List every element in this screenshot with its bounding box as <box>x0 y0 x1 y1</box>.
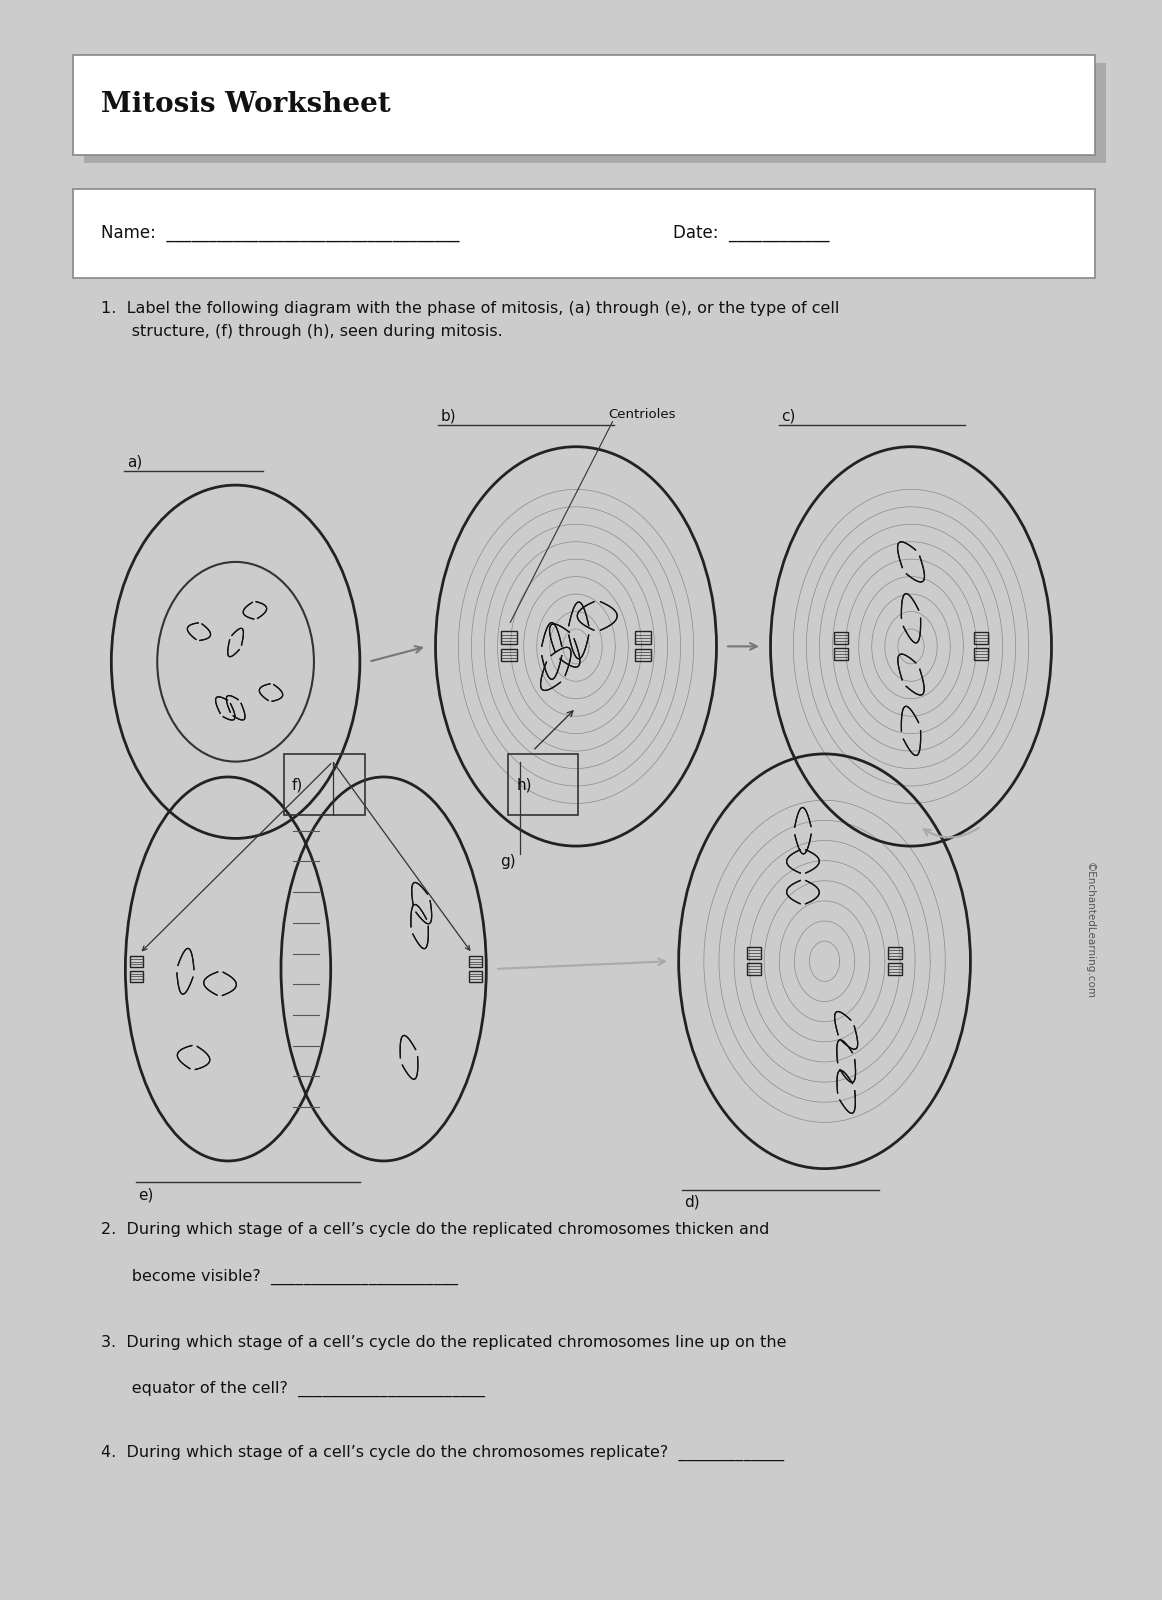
Bar <box>888 947 902 960</box>
Text: equator of the cell?  _______________________: equator of the cell? ___________________… <box>101 1381 485 1397</box>
Bar <box>636 632 651 645</box>
Bar <box>130 957 143 966</box>
Bar <box>974 648 988 661</box>
Text: Mitosis Worksheet: Mitosis Worksheet <box>101 91 390 118</box>
Text: Name:  ___________________________________: Name: __________________________________… <box>101 224 459 242</box>
Bar <box>888 963 902 976</box>
Bar <box>636 648 651 661</box>
FancyBboxPatch shape <box>73 54 1095 155</box>
Text: g): g) <box>501 854 516 869</box>
Bar <box>130 971 143 982</box>
Bar <box>747 947 761 960</box>
Bar <box>502 648 517 661</box>
Bar <box>974 632 988 645</box>
Text: 2.  During which stage of a cell’s cycle do the replicated chromosomes thicken a: 2. During which stage of a cell’s cycle … <box>101 1222 769 1237</box>
Text: e): e) <box>138 1187 153 1202</box>
Bar <box>834 648 848 661</box>
Text: 4.  During which stage of a cell’s cycle do the chromosomes replicate?  ________: 4. During which stage of a cell’s cycle … <box>101 1445 783 1461</box>
Text: become visible?  _______________________: become visible? _______________________ <box>101 1269 458 1285</box>
Text: a): a) <box>128 454 143 470</box>
Bar <box>834 632 848 645</box>
Text: d): d) <box>684 1195 700 1210</box>
Bar <box>747 963 761 976</box>
Bar <box>508 754 579 816</box>
Text: 3.  During which stage of a cell’s cycle do the replicated chromosomes line up o: 3. During which stage of a cell’s cycle … <box>101 1334 786 1349</box>
Text: c): c) <box>781 408 796 424</box>
Text: h): h) <box>517 778 532 792</box>
FancyBboxPatch shape <box>85 62 1105 163</box>
Bar <box>469 957 482 966</box>
Text: b): b) <box>440 408 457 424</box>
Bar <box>502 632 517 645</box>
Text: Centrioles: Centrioles <box>609 408 676 421</box>
Text: 1.  Label the following diagram with the phase of mitosis, (a) through (e), or t: 1. Label the following diagram with the … <box>101 301 839 339</box>
Bar <box>469 971 482 982</box>
FancyBboxPatch shape <box>73 189 1095 278</box>
Text: Date:  ____________: Date: ____________ <box>673 224 830 242</box>
Text: f): f) <box>292 778 303 792</box>
Text: ©EnchantedLearning.com: ©EnchantedLearning.com <box>1084 862 1095 998</box>
Bar <box>285 754 365 816</box>
